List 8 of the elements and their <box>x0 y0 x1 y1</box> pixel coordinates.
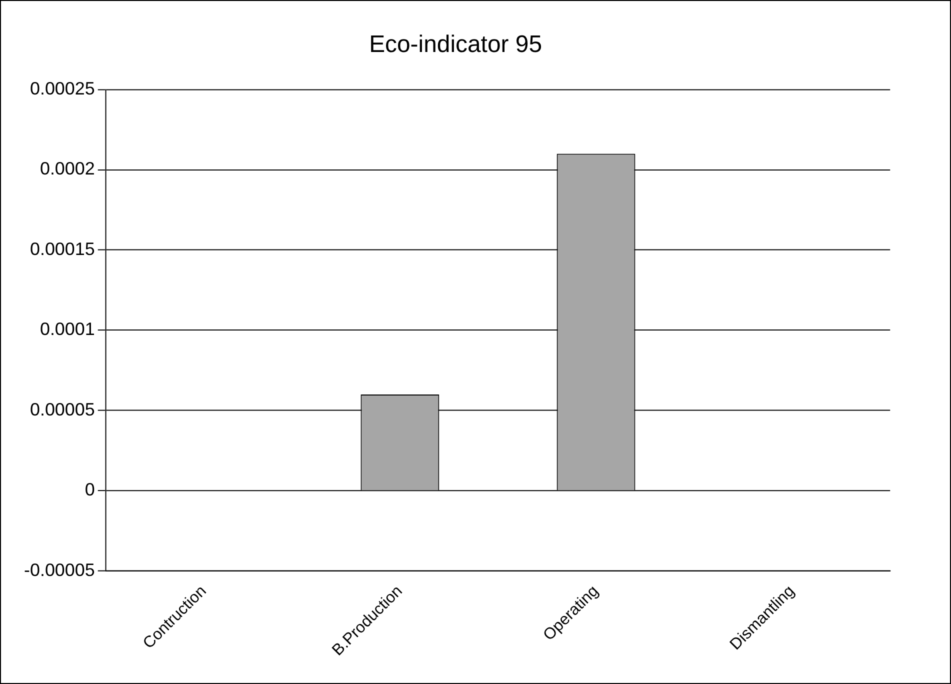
y-tick-label: 0 <box>84 480 95 500</box>
y-tick-label: 0.0001 <box>40 319 95 340</box>
y-tick-label: 0.00015 <box>30 238 95 259</box>
chart-title: Eco-indicator 95 <box>369 30 542 58</box>
y-tick-label: -0.00005 <box>24 560 95 580</box>
y-tick-label: 0.00025 <box>30 78 95 98</box>
y-tick-label: 0.00005 <box>30 399 95 420</box>
y-tick-label: 0.0002 <box>40 158 95 179</box>
